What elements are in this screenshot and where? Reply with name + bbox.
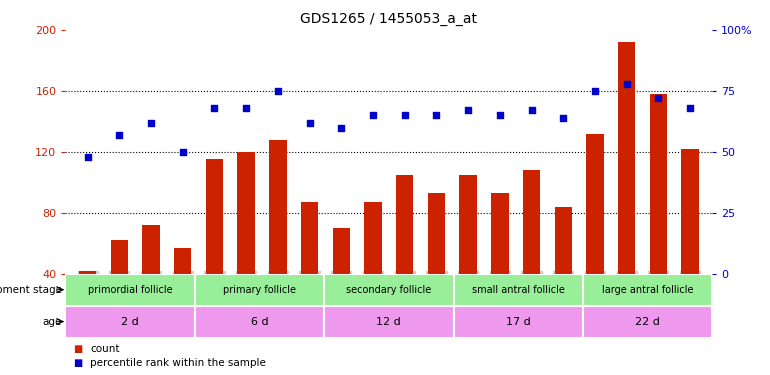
Bar xyxy=(681,149,699,274)
Text: age: age xyxy=(42,316,62,327)
Bar xyxy=(364,202,382,274)
Bar xyxy=(554,207,572,274)
Text: small antral follicle: small antral follicle xyxy=(472,285,564,295)
Text: 22 d: 22 d xyxy=(635,316,660,327)
Bar xyxy=(237,152,255,274)
Bar xyxy=(454,306,583,338)
Text: 12 d: 12 d xyxy=(377,316,401,327)
Text: count: count xyxy=(90,344,119,354)
Bar xyxy=(523,170,541,274)
Bar xyxy=(206,159,223,274)
Bar xyxy=(142,225,160,274)
Bar xyxy=(195,274,324,306)
Bar xyxy=(460,175,477,274)
Bar xyxy=(333,228,350,274)
Text: primary follicle: primary follicle xyxy=(223,285,296,295)
Text: development stage: development stage xyxy=(0,285,62,295)
Text: ■: ■ xyxy=(73,344,82,354)
Bar xyxy=(301,202,318,274)
Text: primordial follicle: primordial follicle xyxy=(88,285,172,295)
Point xyxy=(652,95,665,101)
Bar xyxy=(650,94,667,274)
Point xyxy=(557,115,569,121)
Bar xyxy=(195,306,324,338)
Bar xyxy=(396,175,413,274)
Point xyxy=(621,81,633,87)
Text: large antral follicle: large antral follicle xyxy=(602,285,693,295)
Bar xyxy=(583,274,712,306)
Bar xyxy=(454,274,583,306)
Point xyxy=(176,149,189,155)
Text: 17 d: 17 d xyxy=(506,316,531,327)
Bar xyxy=(427,193,445,274)
Point xyxy=(430,112,443,118)
Text: ■: ■ xyxy=(73,358,82,368)
Bar xyxy=(79,271,96,274)
Point xyxy=(82,154,94,160)
Point xyxy=(145,120,157,126)
Bar xyxy=(65,306,195,338)
Title: GDS1265 / 1455053_a_at: GDS1265 / 1455053_a_at xyxy=(300,12,477,26)
Bar xyxy=(270,140,286,274)
Point xyxy=(589,88,601,94)
Bar xyxy=(583,306,712,338)
Bar xyxy=(586,134,604,274)
Point xyxy=(367,112,379,118)
Text: 6 d: 6 d xyxy=(251,316,268,327)
Text: percentile rank within the sample: percentile rank within the sample xyxy=(90,358,266,368)
Point xyxy=(335,124,347,130)
Point xyxy=(209,105,221,111)
Point xyxy=(113,132,126,138)
Text: secondary follicle: secondary follicle xyxy=(346,285,431,295)
Point xyxy=(684,105,696,111)
Point xyxy=(272,88,284,94)
Bar xyxy=(618,42,635,274)
Point xyxy=(303,120,316,126)
Bar xyxy=(111,240,128,274)
Bar xyxy=(324,306,454,338)
Point xyxy=(240,105,253,111)
Point xyxy=(494,112,506,118)
Point xyxy=(462,107,474,113)
Bar xyxy=(174,248,192,274)
Point xyxy=(525,107,537,113)
Bar xyxy=(65,274,195,306)
Point xyxy=(399,112,411,118)
Text: 2 d: 2 d xyxy=(121,316,139,327)
Bar xyxy=(491,193,508,274)
Bar xyxy=(324,274,454,306)
